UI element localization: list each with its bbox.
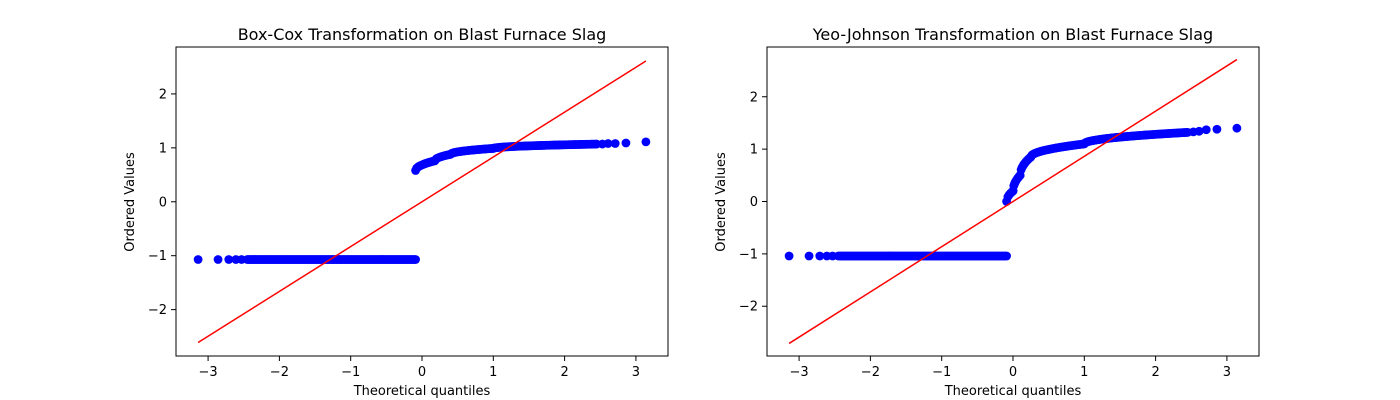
y-tick-label: −1 [148, 249, 167, 264]
y-axis-label: Ordered Values [714, 152, 729, 252]
y-tick-label: 2 [159, 87, 167, 102]
data-point [1201, 125, 1211, 135]
chart-title: Box-Cox Transformation on Blast Furnace … [238, 25, 607, 44]
data-point [1002, 251, 1011, 261]
x-tick-label: 2 [560, 365, 568, 380]
plot-area [193, 60, 651, 344]
x-tick-label: 0 [1009, 365, 1017, 380]
y-tick-label: 1 [750, 143, 758, 158]
data-point [1232, 123, 1242, 133]
left-qq-plot: Box-Cox Transformation on Blast Furnace … [123, 25, 669, 399]
x-tick-label: −3 [790, 365, 809, 380]
x-axis-label: Theoretical quantiles [353, 384, 491, 399]
x-axis-label: Theoretical quantiles [944, 384, 1082, 399]
fit-line [197, 60, 647, 344]
x-tick-label: 1 [1080, 365, 1088, 380]
x-tick-label: 3 [632, 365, 640, 380]
y-axis: −2 −1 0 1 2 [148, 87, 176, 318]
data-point [1212, 124, 1222, 134]
data-point [224, 255, 234, 264]
data-point [1194, 126, 1204, 136]
x-axis: −3 −2 −1 0 1 2 3 [790, 356, 1231, 380]
x-tick-label: 2 [1151, 365, 1159, 380]
y-tick-label: 2 [750, 90, 758, 105]
chart-title: Yeo-Johnson Transformation on Blast Furn… [812, 25, 1213, 44]
y-axis: −2 −1 0 1 2 [739, 90, 767, 315]
plot-area [784, 58, 1242, 345]
data-point [213, 255, 223, 264]
y-tick-label: 0 [159, 195, 167, 210]
y-tick-label: −2 [148, 303, 167, 318]
data-point [610, 139, 620, 148]
data-point [784, 251, 794, 261]
x-tick-label: 0 [418, 365, 426, 380]
x-axis: −3 −2 −1 0 1 2 3 [199, 356, 640, 380]
x-tick-label: −1 [341, 365, 360, 380]
data-point [641, 137, 651, 147]
data-point [804, 251, 814, 261]
fit-line [788, 58, 1238, 345]
data-point [411, 255, 420, 264]
data-point [815, 251, 825, 261]
x-tick-label: 1 [489, 365, 497, 380]
y-tick-label: −2 [739, 300, 758, 315]
x-tick-label: −2 [270, 365, 289, 380]
y-tick-label: 1 [159, 141, 167, 156]
right-qq-plot: Yeo-Johnson Transformation on Blast Furn… [714, 25, 1260, 399]
data-point [603, 139, 613, 148]
x-tick-label: −2 [861, 365, 880, 380]
y-axis-label: Ordered Values [123, 152, 138, 252]
y-tick-label: 0 [750, 195, 758, 210]
data-point [621, 138, 631, 148]
x-tick-label: −1 [932, 365, 951, 380]
y-tick-label: −1 [739, 247, 758, 262]
x-tick-label: 3 [1223, 365, 1231, 380]
data-point [193, 255, 203, 264]
x-tick-label: −3 [199, 365, 218, 380]
